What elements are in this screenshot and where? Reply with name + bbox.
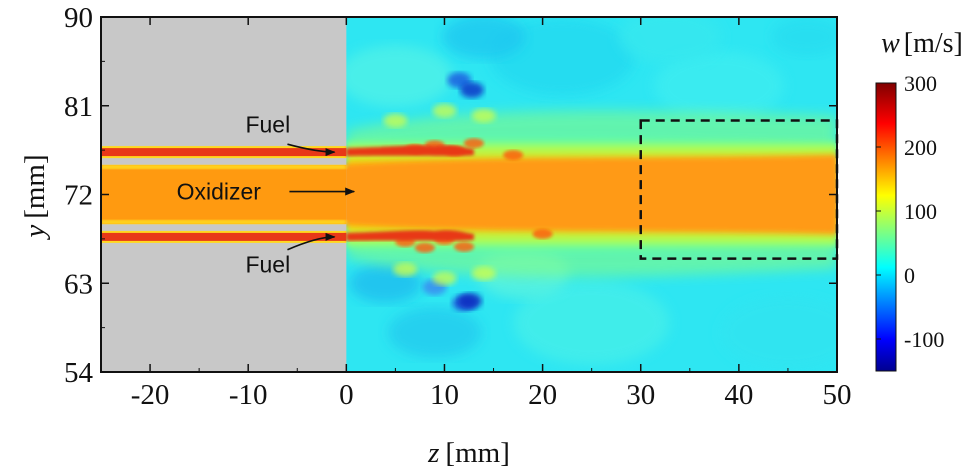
x-tick-label: 20: [528, 379, 557, 411]
heatmap-field: [101, 17, 837, 372]
oxidizer-edge-bottom: [101, 220, 347, 225]
colorbar-tick-label: 0: [904, 263, 915, 288]
colorbar-tick-label: 100: [904, 199, 937, 224]
annotation-oxidizer: Oxidizer: [177, 179, 262, 205]
colorbar: 300 200 100 0 -100: [875, 71, 944, 372]
fuel-jet: [346, 145, 474, 157]
x-tick-label: 40: [724, 379, 753, 411]
flow-patch: [771, 17, 837, 57]
fuel-inlet-stream: [101, 148, 347, 157]
arrow-fuel-top: [287, 143, 336, 157]
x-tick-label: 30: [626, 379, 655, 411]
fuel-jet: [346, 229, 474, 241]
y-tick-label: 81: [64, 91, 93, 123]
fuel-inlet-stream: [101, 232, 347, 241]
annotation-fuel-bottom: Fuel: [245, 252, 290, 278]
eddy-yellow: [471, 266, 496, 281]
flow-patch: [618, 17, 723, 65]
flow-patch: [720, 296, 837, 369]
flow-patch: [654, 51, 785, 122]
eddy-yellow: [383, 113, 408, 128]
dashed-region-box: [639, 119, 839, 260]
eddy: [532, 228, 553, 239]
vortex-spot: [459, 81, 484, 98]
eddy-yellow: [393, 262, 418, 277]
eddy-yellow: [432, 103, 457, 118]
flow-patch: [338, 45, 453, 107]
colorbar-tick-label: 300: [904, 71, 937, 96]
flow-patch: [442, 17, 526, 60]
axes: -20 -10 0 10 20 30 40 50 90 81 72 63 54: [64, 2, 852, 411]
y-tick-label: 63: [64, 268, 93, 300]
x-axis-label: z [mm]: [427, 437, 510, 469]
flow-patch: [387, 307, 482, 358]
annotation-fuel-top: Fuel: [245, 111, 290, 137]
x-tick-label: -10: [229, 379, 268, 411]
arrow-fuel-bottom: [287, 232, 336, 251]
eddy: [503, 150, 524, 161]
y-tick-label: 72: [64, 180, 93, 212]
eddy: [454, 241, 475, 252]
colorbar-tick-label: -100: [904, 327, 944, 352]
eddy: [414, 242, 435, 253]
annotation-layer: Fuel Oxidizer Fuel: [177, 111, 839, 278]
x-tick-label: -20: [131, 379, 170, 411]
flow-patch: [489, 17, 636, 96]
eddy-yellow: [471, 108, 496, 123]
colorbar-label: w [m/s]: [881, 28, 963, 59]
oxidizer-core: [336, 155, 837, 234]
flow-patch: [513, 280, 670, 365]
x-tick-label: 0: [339, 379, 354, 411]
x-tick-label: 50: [823, 379, 852, 411]
x-tick-label: 10: [430, 379, 459, 411]
y-axis-label: y[mm]: [19, 154, 51, 240]
colorbar-bar: [875, 82, 897, 372]
eddy: [463, 138, 484, 149]
y-tick-label: 90: [64, 2, 93, 34]
eddy-yellow: [432, 271, 457, 286]
oxidizer-edge-top: [101, 164, 347, 169]
colorbar-tick-label: 200: [904, 135, 937, 160]
y-tick-label: 54: [64, 357, 94, 389]
oxidizer-inlet: [101, 164, 347, 225]
vortex-spot: [457, 293, 482, 309]
